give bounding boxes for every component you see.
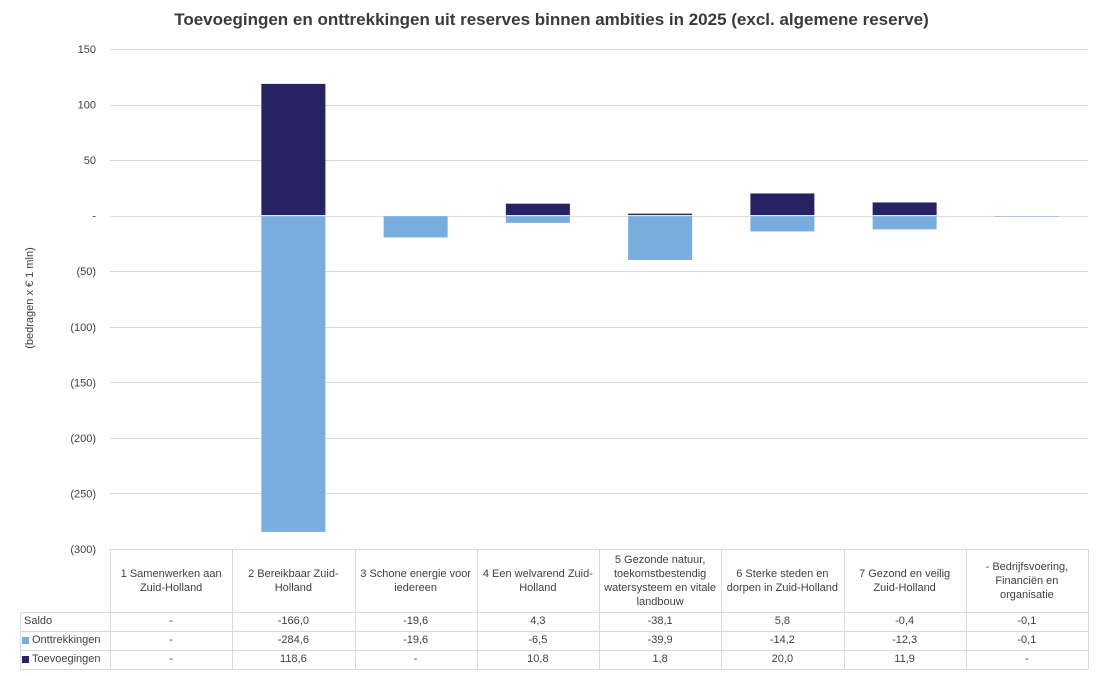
y-axis-ticks: 150 100 50 - (50) (100) (150) (200) (250) (300) xyxy=(70,44,96,556)
y-tick-label: (200) xyxy=(70,433,96,445)
bar-toevoegingen xyxy=(750,193,815,216)
chart-title: Toevoegingen en onttrekkingen uit reserv… xyxy=(174,10,929,29)
y-tick-label: 150 xyxy=(78,44,96,56)
y-tick-label: (300) xyxy=(70,544,96,556)
y-tick-label: - xyxy=(92,211,96,223)
y-tick-label: (100) xyxy=(70,322,96,334)
y-axis-label: (bedragen x € 1 mln) xyxy=(24,247,36,349)
bar-toevoegingen xyxy=(261,83,326,216)
y-tick-label: 100 xyxy=(78,100,96,112)
bar-onttrekkingen xyxy=(872,215,937,230)
gridlines xyxy=(110,49,1088,550)
bar-toevoegingen xyxy=(872,202,937,216)
bars xyxy=(110,83,1088,532)
bar-onttrekkingen xyxy=(750,215,815,232)
y-tick-label: (50) xyxy=(76,266,96,278)
bar-onttrekkingen xyxy=(261,215,326,532)
y-tick-label: (150) xyxy=(70,377,96,389)
bar-onttrekkingen xyxy=(383,215,448,238)
bar-onttrekkingen xyxy=(628,215,693,260)
bar-toevoegingen xyxy=(505,203,570,216)
y-tick-label: 50 xyxy=(84,155,96,167)
bar-toevoegingen xyxy=(628,213,693,216)
bar-onttrekkingen xyxy=(505,215,570,223)
y-tick-label: (250) xyxy=(70,488,96,500)
